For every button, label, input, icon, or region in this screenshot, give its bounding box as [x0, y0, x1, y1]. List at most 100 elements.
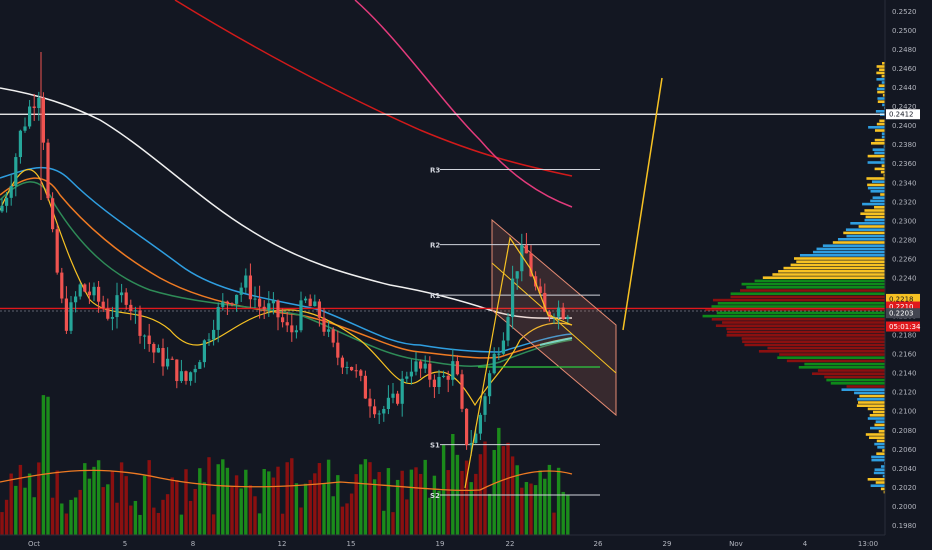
volume-profile-bar	[740, 289, 885, 292]
candle-body	[561, 307, 565, 320]
horizontal-lines	[0, 113, 885, 312]
volume-bar	[533, 485, 538, 535]
volume-profile-bar	[881, 74, 885, 78]
volume-profile-bar	[875, 420, 885, 423]
volume-bar	[515, 465, 519, 535]
candle-body	[60, 272, 64, 299]
volume-bar	[14, 485, 18, 535]
price-tag-3: 0.2203	[889, 310, 914, 318]
volume-profile-bar	[881, 132, 885, 135]
price-tag-bg-4	[886, 321, 920, 332]
volume-profile-bar	[772, 273, 885, 276]
price-tag-bg-3	[886, 308, 920, 319]
volume-profile-bar	[876, 78, 885, 81]
pivot-label-s2: S2	[430, 492, 440, 500]
volume-bar	[566, 495, 570, 535]
volume-bar	[46, 396, 50, 535]
volume-profile-bar	[882, 474, 885, 478]
volume-profile-bar	[869, 414, 885, 417]
volume-bar	[395, 479, 400, 535]
candle-body	[483, 396, 487, 415]
candle-body	[281, 317, 285, 323]
volume-bar	[386, 468, 391, 535]
price-tick: 0.2120	[892, 389, 917, 397]
volume-bar	[193, 488, 197, 535]
price-tick: 0.2360	[892, 160, 917, 168]
candle-body	[83, 284, 87, 292]
candle-body	[345, 366, 349, 368]
candle-body	[216, 306, 220, 330]
volume-bar	[446, 470, 450, 535]
price-tag-bg-2	[886, 301, 920, 312]
volume-profile-bar	[826, 378, 885, 382]
volume-bar	[464, 460, 469, 535]
volume-profile-bar	[860, 212, 885, 215]
candle-body	[331, 329, 335, 343]
candle-body	[5, 197, 9, 206]
volume-profile-bar	[783, 266, 885, 270]
volume-bar	[354, 474, 358, 535]
volume-bar	[451, 434, 455, 535]
volume-profile-bar	[727, 330, 885, 334]
volume-profile-bar	[883, 174, 885, 177]
volume-profile-bar	[872, 410, 885, 414]
volume-bar	[538, 470, 542, 535]
volume-bar	[138, 514, 142, 535]
time-tick: 15	[347, 540, 356, 548]
volume-bar	[110, 471, 115, 535]
volume-bar	[198, 468, 202, 535]
price-tag-4: 05:01:34	[889, 323, 921, 331]
volume-bar	[313, 473, 317, 535]
volume-bar	[474, 473, 478, 535]
candle-body	[455, 361, 459, 375]
candle-body	[14, 157, 18, 186]
volume-bar	[184, 469, 188, 535]
candle-body	[37, 97, 41, 109]
candle-body	[166, 358, 170, 367]
volume-profile-bar	[877, 97, 885, 100]
candle-body	[92, 286, 96, 296]
candle-body	[336, 342, 340, 358]
candle-body	[465, 408, 469, 446]
pivot-label-r3: R3	[430, 166, 440, 174]
volume-bar	[391, 512, 395, 535]
volume-bar	[294, 483, 299, 535]
volume-bar	[124, 476, 128, 535]
volume-bar	[414, 467, 418, 535]
volume-profile-bar	[830, 382, 885, 385]
volume-bar	[423, 459, 427, 535]
candle-body	[529, 253, 533, 277]
volume-profile-bar	[881, 164, 885, 167]
volume-profile-bar	[799, 254, 885, 257]
pivot-label-r1: R1	[430, 292, 440, 300]
price-tick: 0.2260	[892, 255, 917, 263]
candle-body	[396, 393, 400, 404]
volume-bar	[271, 477, 276, 535]
volume-profile-bar	[874, 206, 885, 209]
volume-bar	[520, 487, 524, 535]
candle-body	[501, 340, 505, 354]
volume-profile-bar	[868, 126, 885, 129]
volume-bar	[73, 497, 78, 535]
volume-bar	[290, 458, 294, 535]
price-tick: 0.2080	[892, 427, 917, 435]
candle-body	[423, 363, 427, 369]
volume-bar	[253, 496, 257, 535]
volume-bar	[487, 493, 492, 535]
volume-profile-bar	[865, 215, 885, 219]
candle-body	[520, 245, 524, 272]
volume-profile-bar	[877, 446, 885, 449]
volume-profile-bar	[874, 442, 885, 446]
volume-bar	[524, 482, 529, 535]
price-tick: 0.2460	[892, 65, 917, 73]
volume-bar	[372, 479, 377, 535]
time-tick: 4	[803, 540, 808, 548]
volume-profile-bar	[779, 353, 885, 356]
time-tick: 8	[191, 540, 195, 548]
volume-bar	[216, 464, 220, 535]
volume-profile-bar	[867, 417, 885, 420]
volume-bar	[510, 456, 515, 535]
candle-body	[327, 329, 331, 332]
candle-body	[161, 347, 165, 367]
